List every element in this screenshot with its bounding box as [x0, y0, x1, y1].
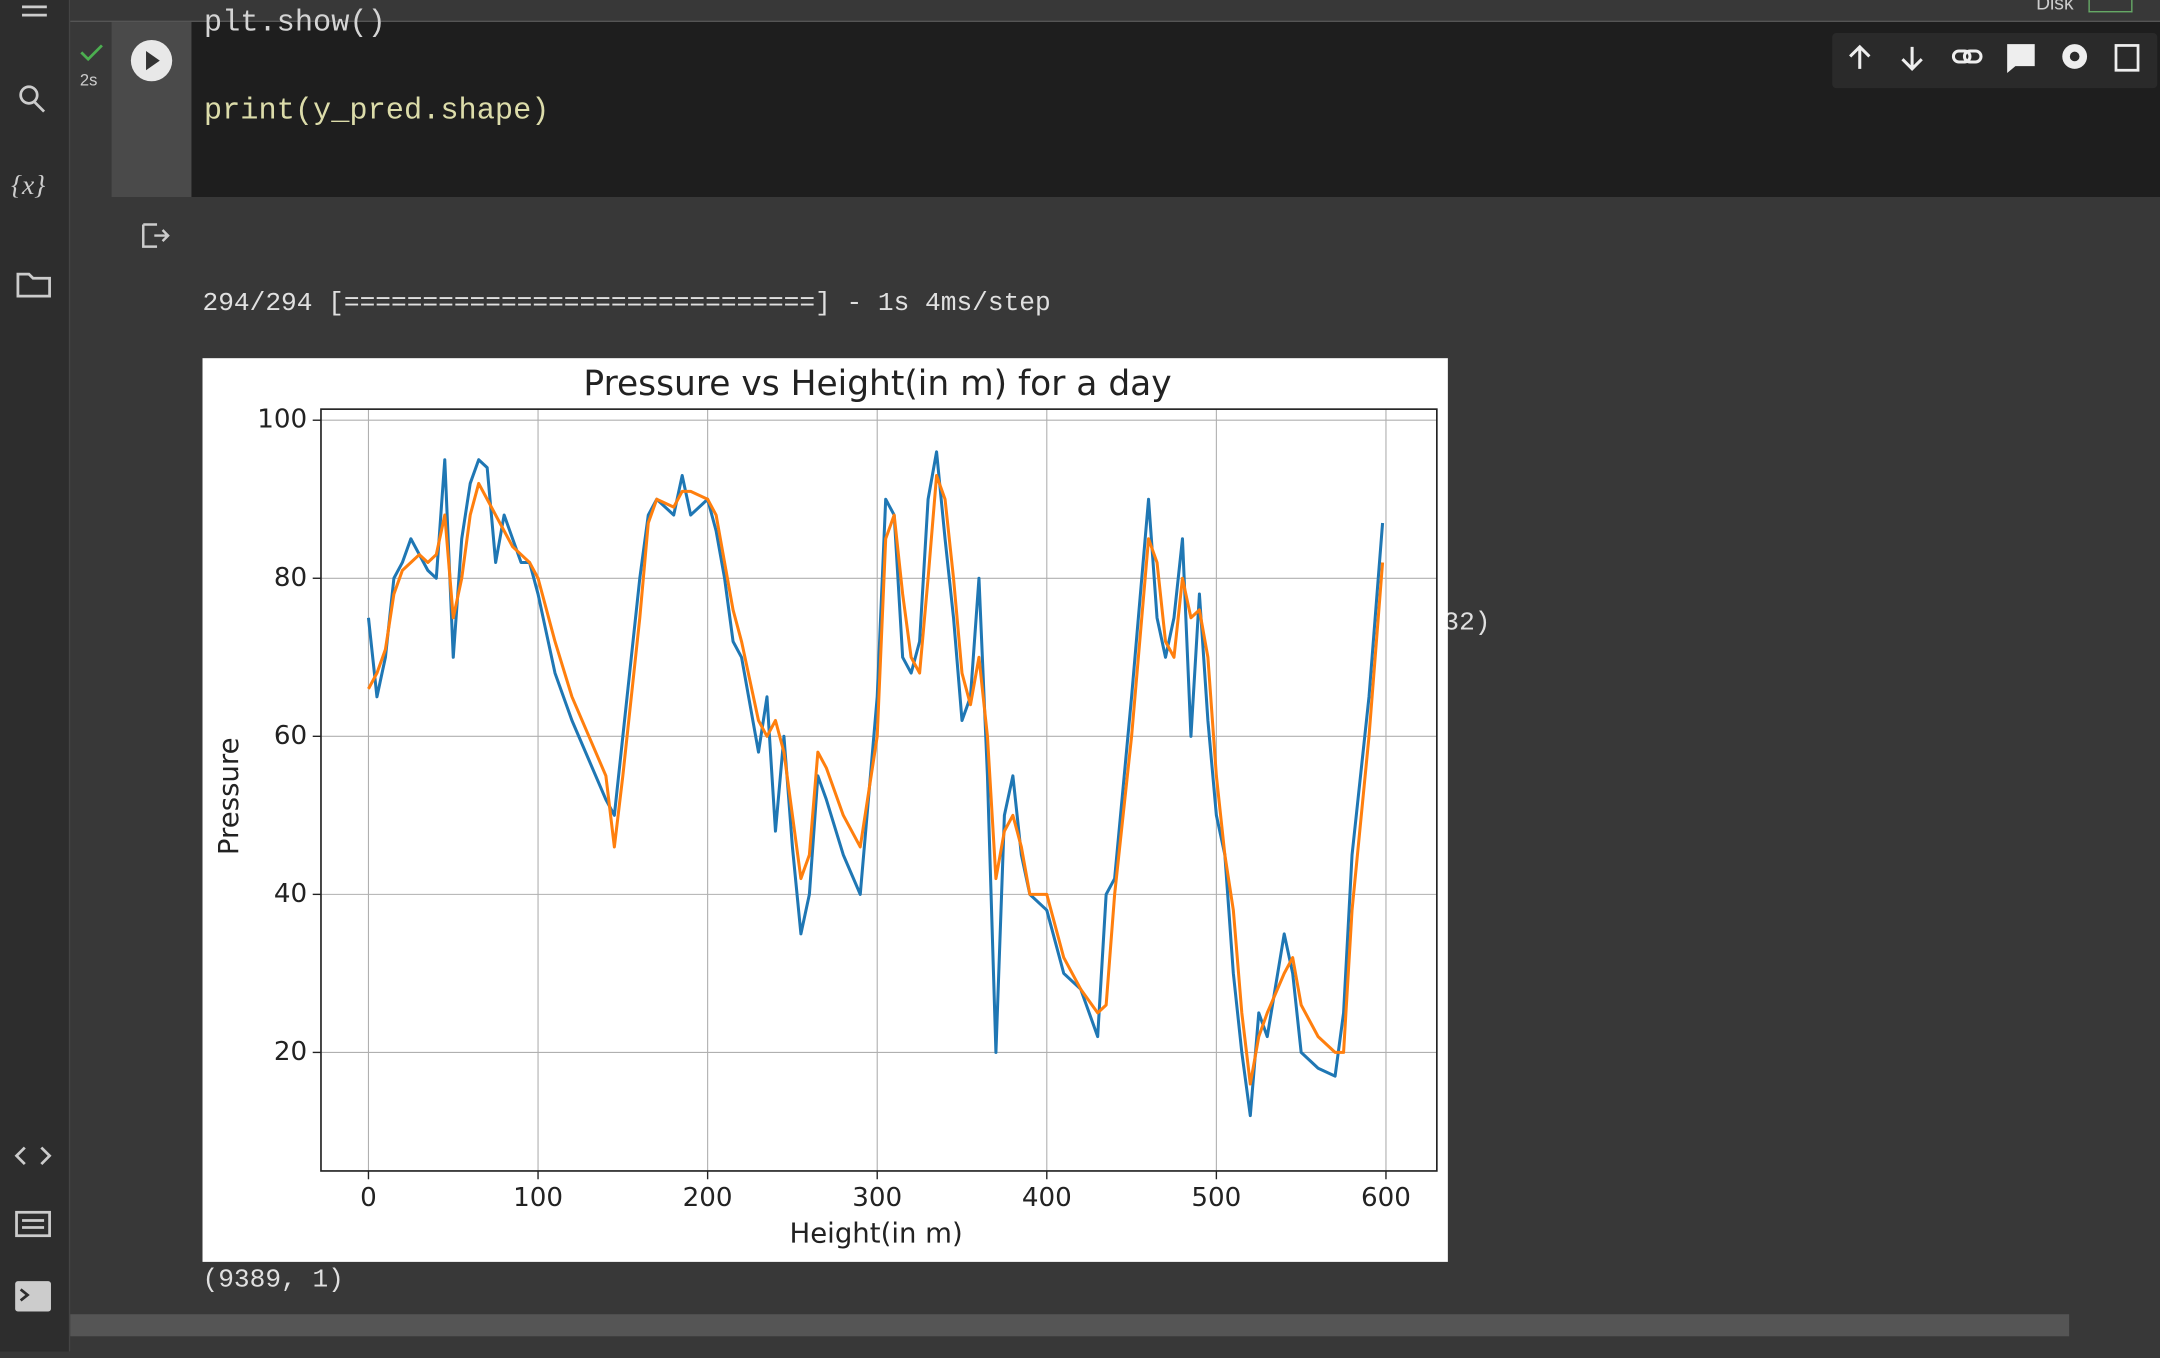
x-tick-label: 500 — [1191, 1183, 1241, 1213]
y-tick-label: 20 — [274, 1037, 307, 1067]
disk-label: Disk — [2036, 0, 2074, 14]
code-editor: plt.show() print(y_pred.shape) — [191, 6, 2160, 197]
code-line: plt.show() — [203, 5, 386, 40]
y-tick-label: 40 — [274, 879, 307, 909]
run-button[interactable] — [112, 22, 192, 105]
variables-icon[interactable]: {x} — [11, 170, 46, 202]
x-axis-label: Height(in m) — [790, 1217, 963, 1249]
final-output: (9389, 1) — [202, 1264, 344, 1295]
data-line — [366, 450, 1385, 1118]
cell-toolbar — [1832, 33, 2158, 89]
status-check — [80, 44, 103, 62]
top-bar: Disk — [70, 0, 2160, 23]
output-line: 294/294 [==============================]… — [202, 288, 1051, 319]
y-tick-label: 80 — [274, 563, 307, 593]
sidebar: {x} — [0, 0, 71, 1352]
toolbar-icons[interactable] — [1832, 33, 2157, 88]
y-tick-label: 60 — [274, 721, 307, 751]
exec-time: 2s — [79, 70, 98, 90]
x-tick-label: 300 — [852, 1183, 902, 1213]
x-tick-label: 0 — [360, 1183, 377, 1213]
plot-frame — [320, 408, 1438, 1172]
x-tick-label: 600 — [1361, 1183, 1411, 1213]
sidebar-icons — [14, 5, 52, 1312]
x-tick-label: 200 — [683, 1183, 733, 1213]
y-tick-label: 100 — [257, 405, 307, 435]
scrollbar[interactable] — [70, 1314, 2070, 1337]
chart-title: Pressure vs Height(in m) for a day — [583, 364, 1171, 404]
x-tick-label: 400 — [1022, 1183, 1072, 1213]
disk-meter — [2088, 0, 2133, 13]
data-line — [367, 474, 1385, 1086]
output-icon[interactable] — [138, 220, 174, 253]
x-tick-label: 100 — [513, 1183, 563, 1213]
y-axis-label: Pressure — [213, 737, 245, 855]
code-line: print(y_pred.shape) — [203, 93, 550, 129]
chart: Pressure vs Height(in m) for a day Heigh… — [202, 358, 1448, 1262]
cell-gutter — [111, 22, 192, 197]
